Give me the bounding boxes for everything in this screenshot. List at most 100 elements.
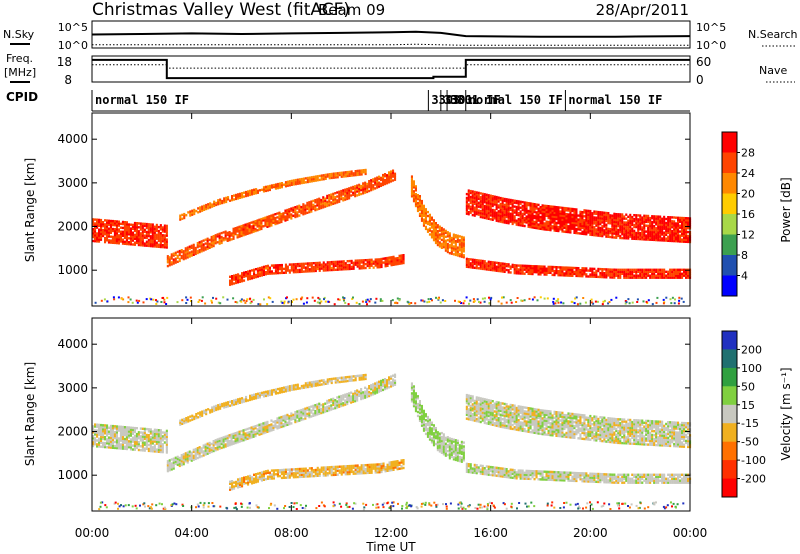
heatmap-cell <box>125 225 128 228</box>
heatmap-cell <box>629 268 632 271</box>
heatmap-cell <box>253 192 256 195</box>
heatmap-cell <box>109 434 112 437</box>
heatmap-cell <box>424 214 427 217</box>
heatmap-cell <box>440 226 443 230</box>
heatmap-cell <box>452 245 455 248</box>
heatmap-cell <box>657 237 660 240</box>
heatmap-cell <box>529 218 532 221</box>
heatmap-cell <box>166 261 169 264</box>
heatmap-cell <box>437 297 440 300</box>
heatmap-cell <box>332 194 335 198</box>
heatmap-cell <box>296 410 299 413</box>
heatmap-cell <box>280 216 283 220</box>
heatmap-cell <box>609 220 612 223</box>
heatmap-cell <box>436 232 439 235</box>
heatmap-cell <box>501 218 504 222</box>
heatmap-cell <box>278 215 281 218</box>
heatmap-cell <box>111 235 114 239</box>
heatmap-cell <box>519 212 522 215</box>
heatmap-cell <box>585 233 588 236</box>
heatmap-cell <box>125 234 128 238</box>
heatmap-cell <box>465 210 468 213</box>
heatmap-cell <box>601 268 604 271</box>
heatmap-cell <box>338 262 341 265</box>
heatmap-cell <box>206 442 209 445</box>
heatmap-cell <box>467 195 470 198</box>
heatmap-cell <box>579 220 582 223</box>
heatmap-cell <box>609 235 612 239</box>
heatmap-cell <box>260 428 263 432</box>
heatmap-cell <box>605 215 608 219</box>
heatmap-cell <box>320 411 323 415</box>
heatmap-cell <box>333 303 336 306</box>
heatmap-cell <box>296 178 299 181</box>
heatmap-cell <box>298 210 301 213</box>
heatmap-cell <box>129 243 132 246</box>
heatmap-cell <box>456 248 459 251</box>
heatmap-cell <box>543 206 546 209</box>
heatmap-cell <box>352 172 355 175</box>
heatmap-cell <box>637 235 640 239</box>
heatmap-cell <box>561 216 564 219</box>
heatmap-cell <box>356 169 359 173</box>
heatmap-cell <box>509 267 512 270</box>
heatmap-cell <box>663 276 666 279</box>
heatmap-cell <box>477 193 480 197</box>
heatmap-cell <box>346 265 349 269</box>
heatmap-cell <box>651 303 654 306</box>
heatmap-cell <box>390 385 393 388</box>
heatmap-cell <box>184 253 187 256</box>
heatmap-cell <box>450 252 453 255</box>
heatmap-cell <box>111 432 114 436</box>
heatmap-cell <box>647 236 650 239</box>
heatmap-cell <box>200 242 203 245</box>
heatmap-cell <box>260 225 263 229</box>
heatmap-cell <box>192 454 195 457</box>
heatmap-cell <box>561 214 564 217</box>
heatmap-cell <box>635 237 638 241</box>
heatmap-cell <box>336 174 339 177</box>
heatmap-cell <box>617 274 620 277</box>
heatmap-cell <box>92 425 95 428</box>
heatmap-cell <box>292 417 295 420</box>
heatmap-cell <box>330 400 333 403</box>
heatmap-cell <box>641 222 644 225</box>
heatmap-cell <box>639 232 642 235</box>
heatmap-cell <box>481 261 484 265</box>
heatmap-cell <box>336 266 339 269</box>
heatmap-cell <box>649 274 652 277</box>
heatmap-cell <box>667 274 670 277</box>
heatmap-cell <box>454 251 457 255</box>
heatmap-cell <box>161 447 164 450</box>
heatmap-cell <box>376 258 379 261</box>
heatmap-cell <box>571 207 574 211</box>
heatmap-cell <box>595 230 598 233</box>
heatmap-cell <box>338 171 341 175</box>
heatmap-cell <box>382 175 385 179</box>
heatmap-cell <box>475 201 478 204</box>
heatmap-cell <box>567 272 570 275</box>
heatmap-cell <box>202 452 205 455</box>
heatmap-cell <box>300 179 303 183</box>
heatmap-cell <box>382 173 385 177</box>
heatmap-cell <box>621 229 624 232</box>
heatmap-cell <box>633 233 636 237</box>
heatmap-cell <box>669 239 672 243</box>
heatmap-cell <box>465 204 468 208</box>
heatmap-cell <box>336 191 339 194</box>
heatmap-cell <box>523 268 526 271</box>
heatmap-cell <box>312 412 315 415</box>
heatmap-cell <box>643 230 646 233</box>
heatmap-cell <box>565 218 568 222</box>
heatmap-cell <box>276 220 279 223</box>
heatmap-cell <box>186 256 189 259</box>
heatmap-cell <box>210 239 213 243</box>
heatmap-cell <box>565 272 568 275</box>
heatmap-cell <box>581 216 584 220</box>
heatmap-cell <box>531 212 534 215</box>
heatmap-cell <box>284 416 287 419</box>
heatmap-cell <box>462 244 465 247</box>
heatmap-cell <box>308 408 311 411</box>
heatmap-cell <box>390 170 393 173</box>
heatmap-cell <box>244 223 247 226</box>
